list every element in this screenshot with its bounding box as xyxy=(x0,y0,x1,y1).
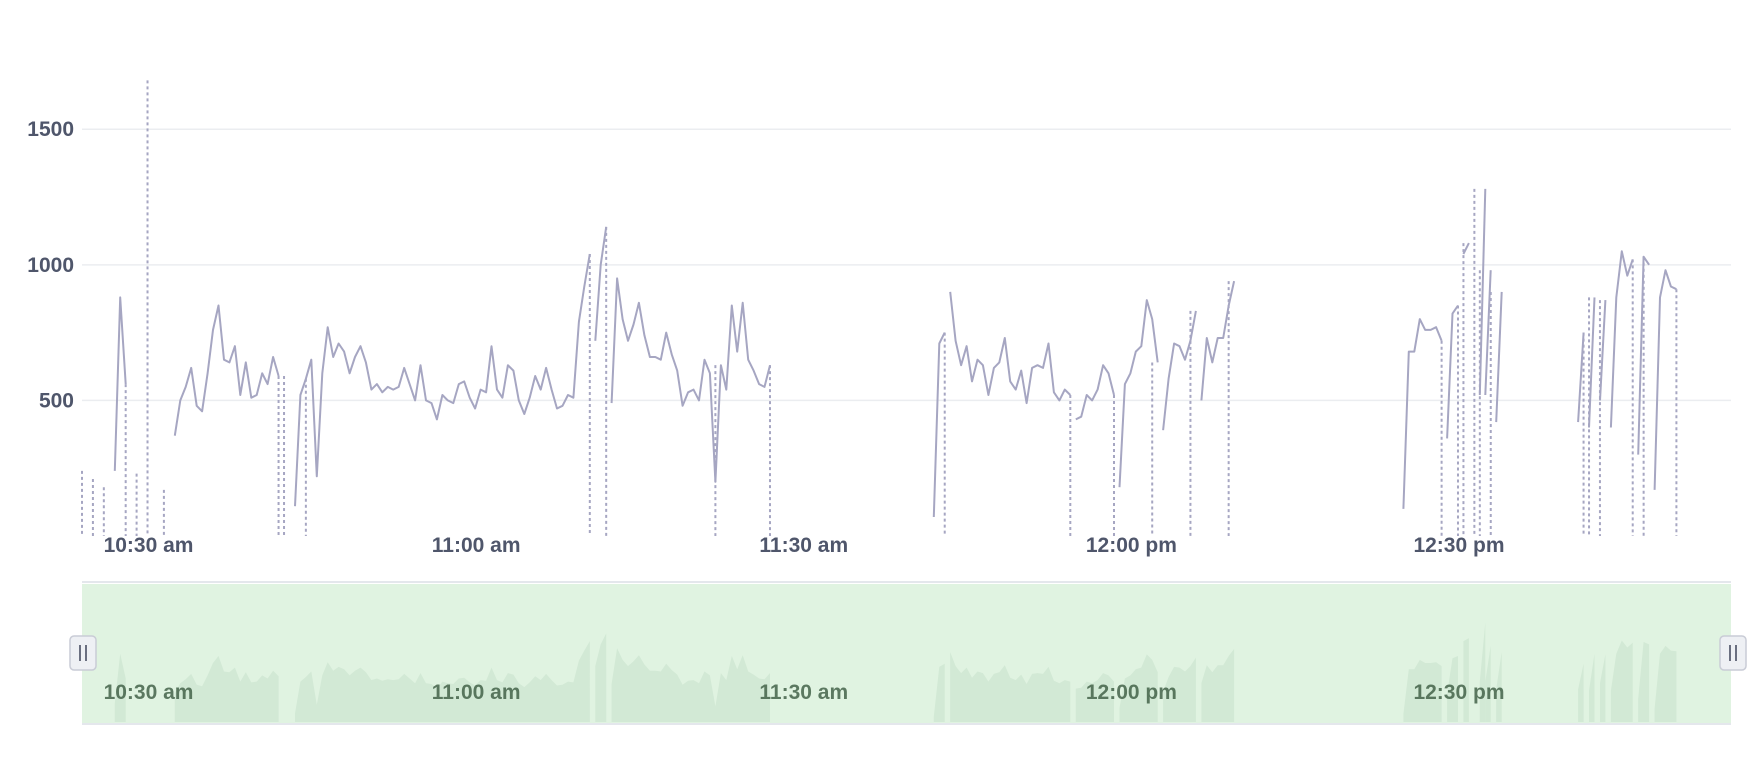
navigator-area-segment xyxy=(1119,654,1158,722)
navigator-area-segment xyxy=(114,653,126,722)
series-segment xyxy=(1075,364,1115,421)
series-line xyxy=(113,188,1677,518)
navigator-area-segment xyxy=(1075,673,1114,722)
y-tick-label: 1500 xyxy=(27,118,74,141)
navigator-area-segment xyxy=(595,633,607,722)
series-segment xyxy=(1200,280,1236,401)
navigator-area-segment xyxy=(1654,645,1677,722)
x-tick-label: 12:30 pm xyxy=(1413,534,1504,557)
range-navigator[interactable]: 10:30 am 11:00 am 11:30 am 12:00 pm 12:30 pm xyxy=(69,581,1747,725)
series-segment xyxy=(113,296,127,471)
navigator-area-segment xyxy=(1463,638,1469,722)
x-tick-label: 10:30 am xyxy=(104,534,194,557)
navigator-right-handle[interactable] xyxy=(1719,635,1747,671)
series-segment xyxy=(1577,332,1585,423)
y-axis-ticks: 500 1000 1500 xyxy=(27,118,74,412)
pause-bars-icon xyxy=(79,645,87,661)
pause-bars-icon xyxy=(1729,645,1737,661)
series-segment xyxy=(1162,310,1197,431)
series-segment xyxy=(1653,269,1677,490)
series-segment xyxy=(1462,242,1470,255)
y-tick-label: 500 xyxy=(39,389,74,412)
series-segment xyxy=(1402,318,1443,509)
navigator-area-segment xyxy=(1201,649,1235,722)
series-segment xyxy=(1118,299,1159,488)
grid-lines xyxy=(82,128,1731,402)
navigator-x-axis-ticks: 10:30 am 11:00 am 11:30 am 12:00 pm 12:30 pm xyxy=(104,681,1505,704)
x-tick-label: 12:00 pm xyxy=(1086,534,1177,557)
navigator-x-tick-label: 12:30 pm xyxy=(1413,681,1504,704)
navigator-area-segment xyxy=(1496,652,1502,722)
x-tick-label: 11:30 am xyxy=(759,534,848,557)
navigator-area-segment xyxy=(174,656,279,722)
navigator-area-segment xyxy=(295,641,590,722)
navigator-left-handle[interactable] xyxy=(69,635,97,671)
x-axis-ticks: 10:30 am 11:00 am 11:30 am 12:00 pm 12:30 pm xyxy=(104,534,1505,557)
navigator-area-series xyxy=(114,622,1677,722)
series-segment xyxy=(932,332,946,518)
navigator-x-tick-label: 11:00 am xyxy=(432,681,521,704)
series-segment xyxy=(610,277,771,483)
navigator-area-segment xyxy=(1610,640,1633,722)
series-segment xyxy=(1478,188,1487,396)
y-tick-label: 1000 xyxy=(27,254,74,277)
series-segment xyxy=(173,304,280,436)
series-segment xyxy=(1637,255,1650,455)
series-segment xyxy=(294,253,591,507)
navigator-x-tick-label: 11:30 am xyxy=(759,681,848,704)
series-segment xyxy=(594,226,608,341)
series-segment xyxy=(1599,300,1607,401)
navigator-area-segment xyxy=(1163,657,1196,722)
navigator-area-segment xyxy=(1485,645,1491,722)
navigator-x-tick-label: 10:30 am xyxy=(104,681,194,704)
series-segment xyxy=(949,291,1072,405)
navigator-area-segment xyxy=(1403,659,1442,722)
navigator-x-tick-label: 12:00 pm xyxy=(1086,681,1177,704)
navigator-area-segment xyxy=(1638,642,1650,722)
navigator-area-segment xyxy=(1447,656,1458,722)
navigator-area-segment xyxy=(1479,622,1486,722)
navigator-area-segment xyxy=(950,652,1071,722)
series-segment xyxy=(1588,297,1596,428)
x-tick-label: 11:00 am xyxy=(432,534,521,557)
navigator-area-segment xyxy=(611,648,770,722)
series-segment xyxy=(1446,304,1459,439)
navigator-area-segment xyxy=(933,663,945,722)
series-segment xyxy=(1495,291,1503,423)
navigator-area-segment xyxy=(1589,653,1595,722)
navigator-area-segment xyxy=(1578,663,1584,722)
series-segment xyxy=(1484,270,1492,396)
navigator-area-segment xyxy=(1600,654,1606,722)
series-segment xyxy=(1609,250,1634,428)
series-drop-lines xyxy=(81,80,1678,536)
